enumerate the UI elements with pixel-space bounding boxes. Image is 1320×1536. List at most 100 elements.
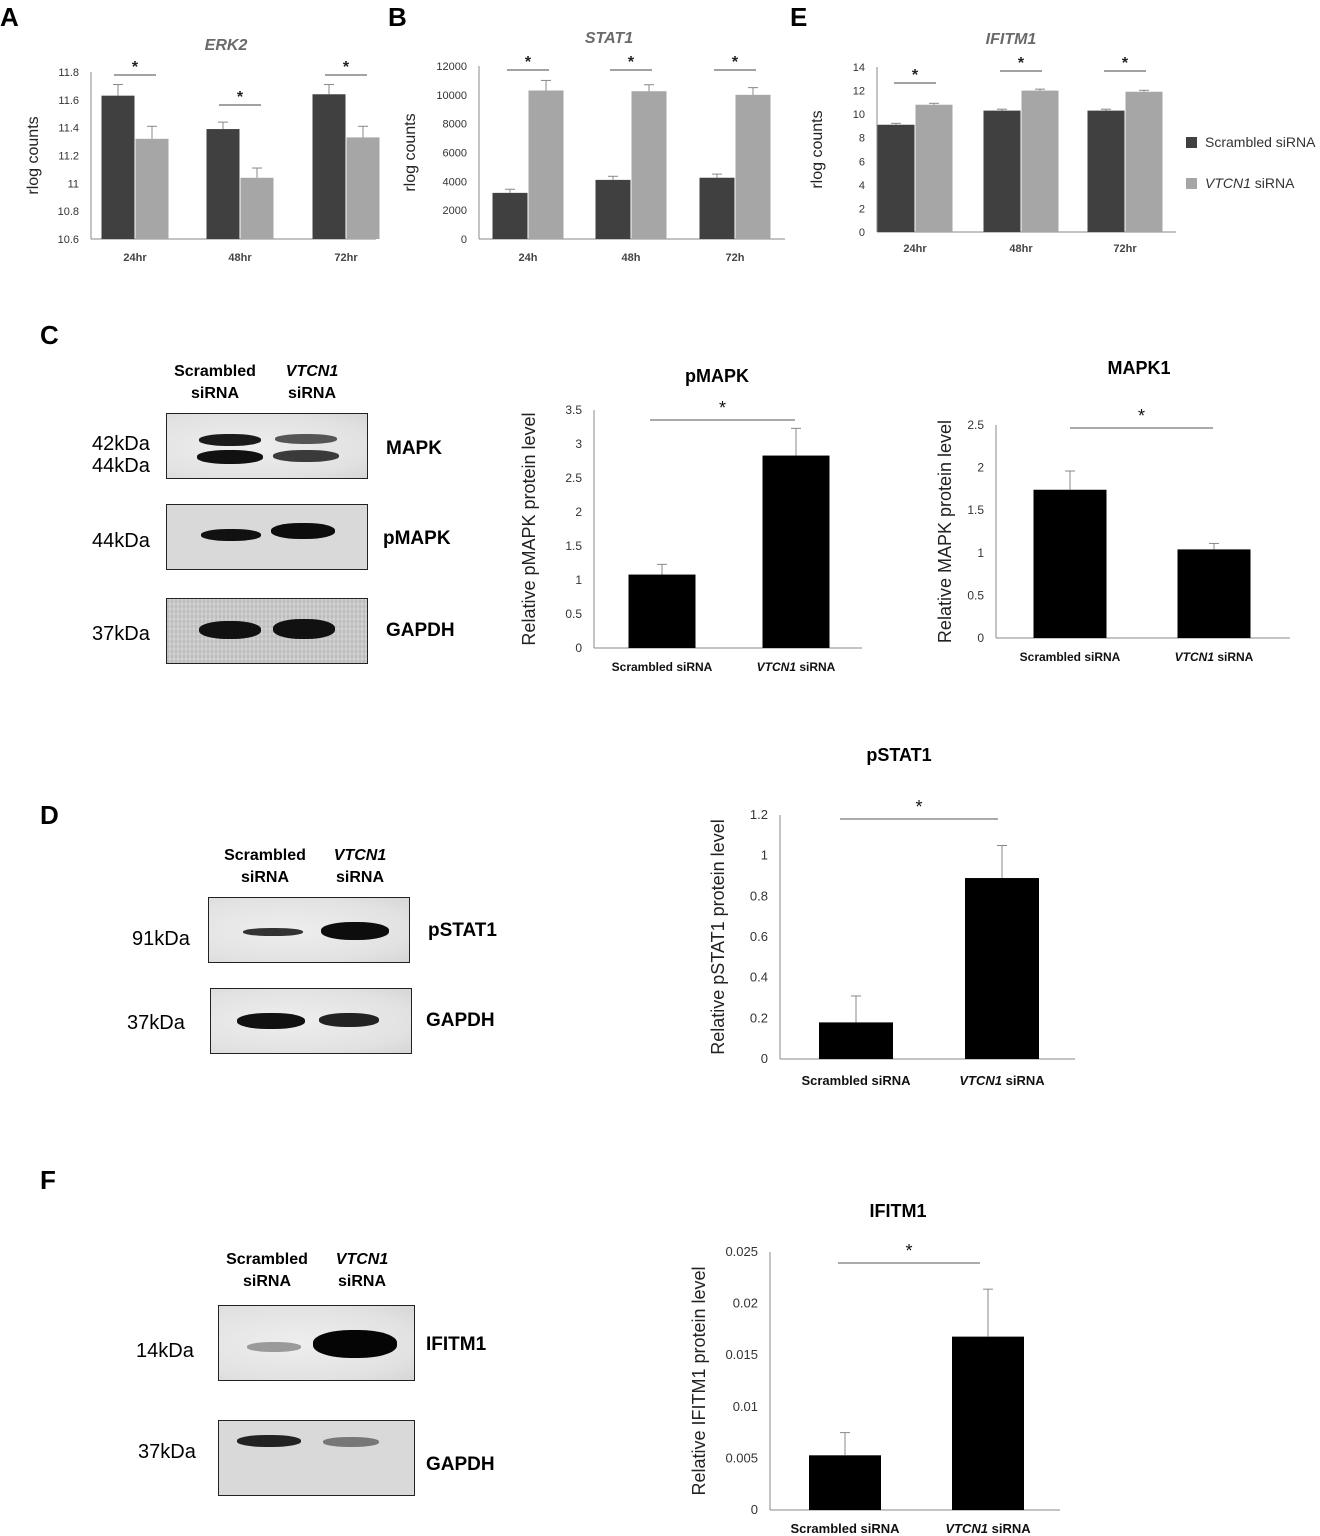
- e-y-tick-label: 8: [859, 133, 865, 145]
- blot-c-kda-42: 42kDa: [92, 433, 150, 455]
- blot-c-mapk-membrane: [166, 413, 368, 479]
- blot-c-gapdh-membrane: [166, 598, 368, 664]
- c-pmapk-y-tick-label: 2.5: [565, 471, 582, 485]
- e-significance-mark: *: [1018, 55, 1025, 72]
- d-pstat1-y-tick-label: 0.8: [750, 888, 768, 903]
- band: [199, 434, 261, 446]
- e-significance-mark: *: [912, 67, 919, 84]
- c-pmapk-y-tick-label: 1: [575, 573, 582, 587]
- a-y-tick-label: 11.8: [58, 67, 79, 79]
- c-mapk1-y-tick-label: 0: [977, 631, 984, 645]
- band: [271, 523, 335, 539]
- a-bar-scrambled: [312, 94, 346, 240]
- a-y-tick-label: 11.2: [58, 151, 79, 163]
- f-ifitm1-y-tick-label: 0.005: [725, 1450, 758, 1465]
- a-bar-scrambled: [101, 95, 135, 240]
- a-significance-mark: *: [237, 89, 244, 106]
- a-y-tick-label: 11: [68, 178, 79, 190]
- e-x-tick-label: 72hr: [1113, 243, 1137, 255]
- e-x-tick-label: 48hr: [1009, 243, 1033, 255]
- f-ifitm1-y-tick-label: 0.025: [725, 1244, 758, 1259]
- blot-d-gapdh-membrane: [210, 988, 412, 1054]
- panel-label-c: C: [40, 320, 59, 350]
- b-bar-scrambled: [699, 177, 735, 239]
- b-bar-vtcn1: [735, 94, 771, 239]
- panel-label-e: E: [790, 2, 808, 32]
- panel-label-a: A: [0, 2, 19, 32]
- b-x-tick-label: 72h: [726, 252, 745, 264]
- band: [247, 1342, 301, 1352]
- f-ifitm1-title: IFITM1: [870, 1201, 927, 1221]
- b-y-axis-label: rlog counts: [402, 113, 419, 191]
- blot-c-mapk-label: MAPK: [386, 438, 442, 459]
- a-bar-vtcn1: [240, 177, 274, 239]
- c-mapk1-x-tick-label: Scrambled siRNA: [1020, 650, 1121, 664]
- b-y-tick-label: 0: [461, 234, 467, 246]
- a-y-axis-label: rlog counts: [25, 116, 42, 194]
- band: [275, 434, 337, 444]
- b-significance-mark: *: [628, 54, 635, 71]
- b-bar-scrambled: [595, 179, 631, 239]
- d-pstat1-y-tick-label: 1.2: [750, 807, 768, 822]
- blot-c-lane1-header: Scrambled siRNA: [174, 363, 256, 402]
- blot-f-ifitm1-kda: 14kDa: [136, 1340, 194, 1362]
- legend-swatch-scrambled: [1186, 137, 1197, 148]
- d-pstat1-bar-scrambled: [819, 1022, 893, 1059]
- blot-c-kda-44: 44kDa: [92, 455, 150, 477]
- e-title: IFITM1: [986, 31, 1037, 48]
- f-ifitm1-bar-scrambled: [809, 1455, 881, 1510]
- e-bar-vtcn1: [1021, 90, 1059, 232]
- e-bar-scrambled: [877, 124, 915, 232]
- e-bar-scrambled: [1087, 110, 1125, 232]
- blot-d-lane1-header: Scrambled siRNA: [224, 847, 306, 886]
- band: [197, 450, 263, 464]
- band: [273, 450, 339, 462]
- e-bar-vtcn1: [915, 104, 953, 232]
- f-ifitm1-x-tick-label: VTCN1 siRNA: [945, 1521, 1031, 1536]
- b-y-tick-label: 8000: [443, 119, 467, 131]
- f-ifitm1-y-tick-label: 0.01: [733, 1399, 758, 1414]
- d-pstat1-title: pSTAT1: [866, 745, 931, 765]
- d-pstat1-x-tick-label: Scrambled siRNA: [801, 1073, 911, 1088]
- panel-label-b: B: [388, 2, 407, 32]
- c-mapk1-y-tick-label: 0.5: [967, 588, 984, 602]
- blot-f-ifitm1-membrane: [218, 1305, 415, 1381]
- a-title: ERK2: [205, 37, 248, 54]
- blot-f-gapdh-kda: 37kDa: [138, 1441, 196, 1463]
- c-mapk1-y-tick-label: 1: [977, 546, 984, 560]
- d-pstat1-y-tick-label: 0.4: [750, 970, 768, 985]
- blot-d-pstat1-membrane: [208, 897, 410, 963]
- band: [273, 619, 335, 639]
- c-pmapk-significance-mark: *: [719, 398, 726, 418]
- c-pmapk-y-tick-label: 2: [575, 505, 582, 519]
- f-ifitm1-significance-mark: *: [905, 1241, 912, 1261]
- f-ifitm1-y-tick-label: 0: [751, 1502, 758, 1517]
- c-mapk1-bar-scrambled: [1033, 489, 1107, 638]
- a-x-tick-label: 48hr: [228, 252, 252, 264]
- c-pmapk-y-axis-label: Relative pMAPK protein level: [519, 412, 539, 645]
- c-mapk1-title: MAPK1: [1107, 358, 1170, 378]
- b-bar-scrambled: [492, 192, 528, 239]
- blot-f-ifitm1-label: IFITM1: [426, 1334, 487, 1355]
- d-pstat1-y-tick-label: 0.2: [750, 1010, 768, 1025]
- blot-c-gapdh-kda: 37kDa: [92, 623, 150, 645]
- c-mapk1-significance-mark: *: [1138, 406, 1145, 426]
- e-y-tick-label: 4: [859, 180, 865, 192]
- blot-c-lane2-header: VTCN1 siRNA: [285, 363, 339, 402]
- c-pmapk-x-tick-label: VTCN1 siRNA: [757, 660, 836, 674]
- a-y-tick-label: 11.6: [58, 95, 79, 107]
- blot-d-lane2-header: VTCN1 siRNA: [333, 847, 387, 886]
- f-ifitm1-y-axis-label: Relative IFITM1 protein level: [689, 1266, 709, 1495]
- blot-d-gapdh-kda: 37kDa: [127, 1012, 185, 1034]
- d-pstat1-y-tick-label: 0: [761, 1051, 768, 1066]
- a-y-tick-label: 11.4: [58, 123, 79, 135]
- c-pmapk-bar-scrambled: [628, 574, 696, 648]
- blot-c-gapdh-label: GAPDH: [386, 620, 455, 641]
- c-pmapk-y-tick-label: 3.5: [565, 403, 582, 417]
- e-y-tick-label: 10: [853, 109, 865, 121]
- panel-label-f: F: [40, 1165, 56, 1195]
- e-y-axis-label: rlog counts: [809, 110, 826, 188]
- b-significance-mark: *: [732, 54, 739, 71]
- b-x-tick-label: 24h: [519, 252, 538, 264]
- c-pmapk-y-tick-label: 0: [575, 641, 582, 655]
